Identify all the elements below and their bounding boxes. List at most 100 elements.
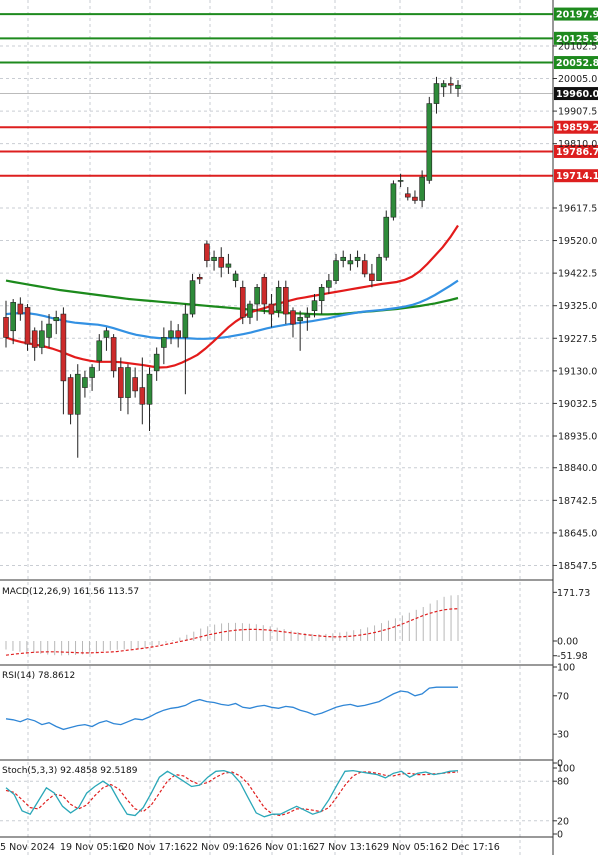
candle-body: [46, 323, 52, 338]
time-label: 29 Nov 05:16: [377, 842, 441, 853]
candle-body: [275, 287, 282, 312]
candle-body: [340, 256, 347, 261]
macd-signal-line: [5, 608, 459, 656]
candle-down: [239, 280, 246, 325]
candle-up: [340, 250, 347, 268]
candle-down: [17, 297, 24, 321]
candle-up: [168, 320, 174, 345]
candle-body: [168, 330, 174, 338]
candle-body: [139, 387, 146, 405]
candle-body: [326, 280, 332, 288]
candle-body: [419, 176, 425, 201]
price-tick-label: 18840.0: [558, 463, 597, 474]
candle-up: [153, 347, 160, 381]
resistance-level-label: 20052.8: [556, 58, 600, 69]
support-level-tag: [554, 120, 598, 134]
candle-body: [82, 377, 88, 388]
candle-up: [397, 173, 404, 188]
candle-body: [74, 373, 81, 415]
candle-body: [426, 103, 433, 181]
resistance-level-tag: [554, 31, 598, 45]
candle-body: [153, 353, 160, 372]
support-level-tag: [554, 169, 598, 183]
candle-body: [261, 277, 268, 305]
candle-down: [31, 327, 38, 361]
candle-body: [376, 256, 382, 281]
candle-up: [318, 283, 325, 315]
candle-up: [232, 270, 239, 288]
candle-body: [304, 313, 311, 318]
candle-body: [53, 317, 60, 322]
candle-up: [53, 310, 60, 335]
price-tick-label: 19325.0: [558, 301, 597, 312]
candle-body: [383, 216, 390, 258]
stoch-d-line: [5, 771, 459, 817]
resistance-level-tag: [554, 7, 598, 21]
candle-down: [412, 190, 418, 204]
macd-panel: MACD(12,26,9) 161.56 113.57 171.73 0.00 -5…: [2, 587, 590, 662]
candle-down: [117, 357, 124, 411]
price-axis: 20102.5 20005.0 19907.5 19810.0 19617.5 19520…: [553, 41, 597, 572]
candle-up: [46, 314, 52, 348]
resistance-level-label: 20197.9: [556, 10, 599, 21]
candle-up: [161, 327, 167, 365]
candle-body: [161, 337, 167, 348]
resistance-level-tag: [554, 56, 598, 70]
candle-up: [297, 310, 303, 351]
candle-down: [361, 253, 368, 278]
candle-up: [347, 253, 354, 271]
candle-body: [146, 373, 153, 405]
candle-down: [261, 273, 268, 315]
candle-body: [24, 307, 31, 345]
candle-up: [275, 280, 282, 318]
candle-up: [383, 210, 390, 261]
candle-body: [297, 317, 303, 322]
candle-body: [3, 317, 9, 338]
stoch-panel: Stoch(5,3,3) 92.4858 92.5189 100 80 20 0: [0, 764, 575, 841]
time-label: 19 Nov 05:16: [60, 842, 124, 853]
candle-up: [354, 250, 361, 268]
price-tick-label: 18547.5: [558, 561, 597, 572]
candle-up: [96, 334, 103, 371]
candle-up: [304, 307, 311, 331]
candle-body: [283, 287, 289, 315]
support-level-label: 19786.7: [556, 147, 599, 158]
candle-body: [110, 337, 117, 372]
price-tick-label: 19032.5: [558, 399, 597, 410]
price-tick-label: 20005.0: [558, 74, 597, 85]
candle-down: [132, 367, 138, 398]
candle-up: [390, 180, 397, 221]
resistance-level-label: 20125.3: [556, 34, 599, 45]
candle-up: [103, 327, 110, 351]
candle-down: [175, 324, 181, 348]
candle-up: [225, 253, 232, 274]
time-label: 26 Nov 01:16: [250, 842, 314, 853]
price-levels: 20197.9 20125.3 20052.8 19859.2 19786.7 19714…: [0, 7, 600, 183]
candle-up: [326, 273, 332, 295]
candle-body: [175, 330, 181, 338]
candle-body: [347, 260, 354, 265]
time-label: 22 Nov 09:16: [186, 842, 250, 853]
price-tick-label: 18645.0: [558, 528, 597, 539]
time-label: 15 Nov 2024: [0, 842, 55, 853]
candle-body: [196, 277, 203, 280]
rsi-title: RSI(14) 78.8612: [2, 671, 75, 681]
candle-body: [10, 302, 16, 332]
candle-down: [290, 307, 296, 338]
candle-down: [283, 280, 289, 325]
candles: [3, 76, 461, 458]
price-tick-label: 18742.5: [558, 496, 597, 507]
candle-body: [433, 83, 440, 104]
candle-body: [17, 303, 24, 315]
candle-down: [3, 300, 9, 348]
candle-down: [369, 263, 375, 288]
candle-down: [110, 334, 117, 378]
candle-down: [218, 247, 225, 278]
indicator-tick-label: 80: [557, 777, 569, 788]
candle-up: [82, 370, 88, 398]
price-tick-label: 18935.0: [558, 432, 597, 443]
candle-body: [67, 377, 74, 415]
main-grid: [0, 0, 553, 855]
